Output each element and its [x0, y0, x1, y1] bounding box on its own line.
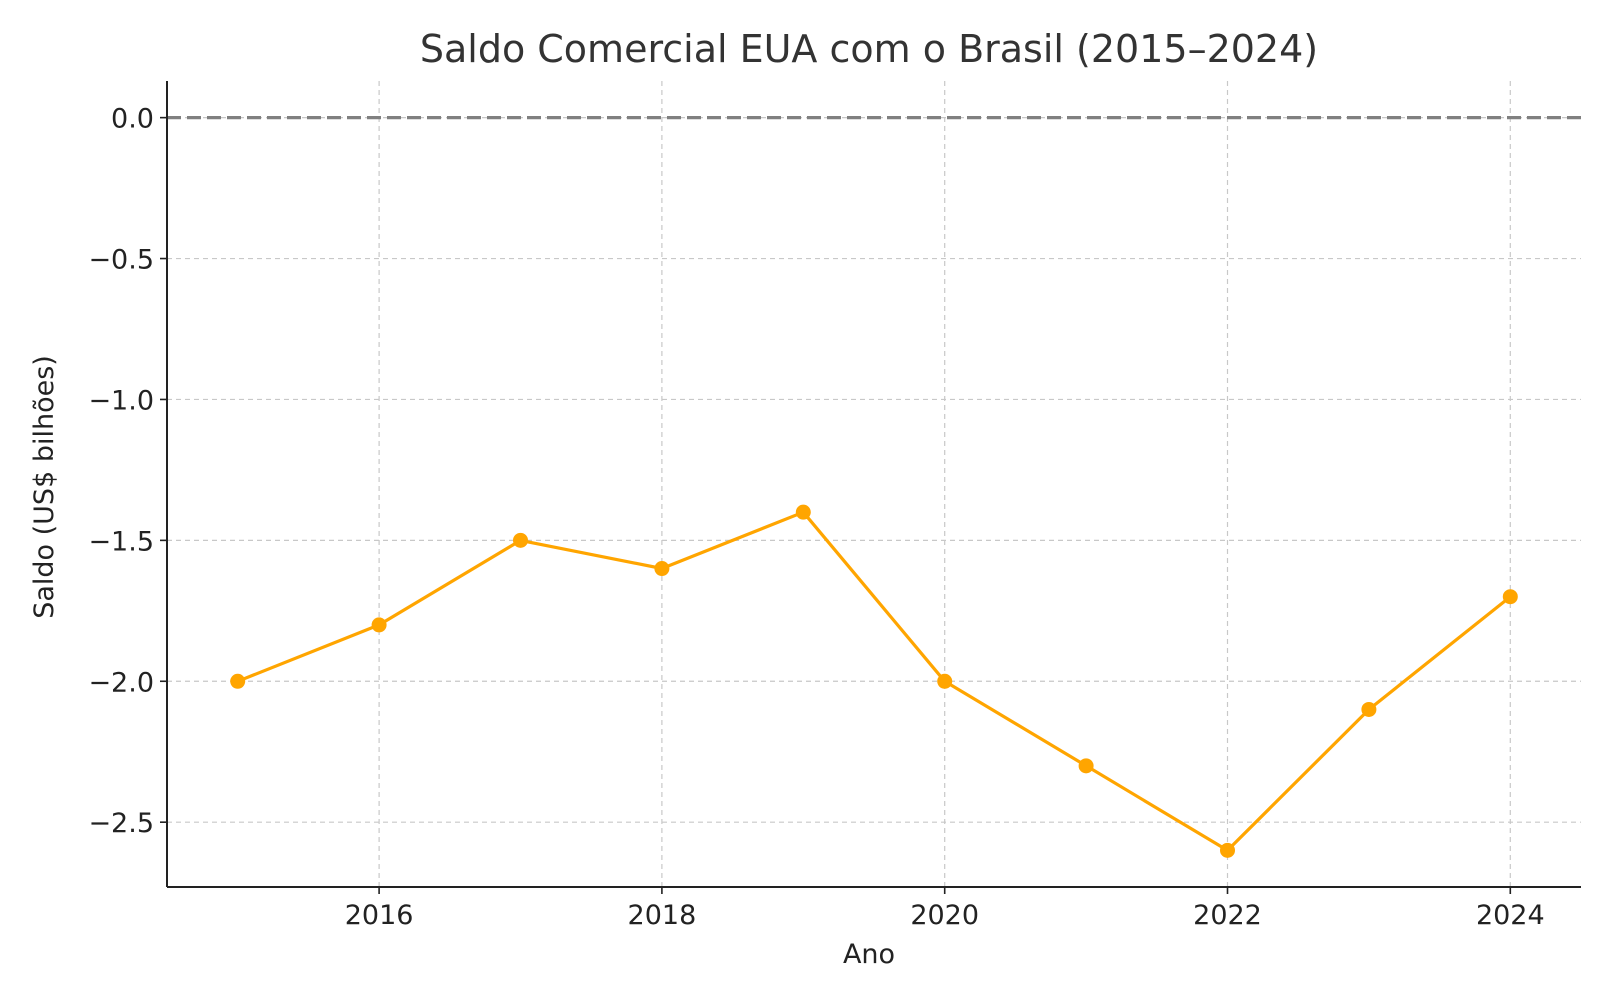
data-point	[1220, 842, 1235, 858]
y-tick-label: −0.5	[88, 245, 154, 276]
y-tick-label: −1.5	[88, 526, 154, 557]
y-axis-label: Saldo (US$ bilhões)	[29, 355, 60, 619]
chart-title: Saldo Comercial EUA com o Brasil (2015–2…	[420, 27, 1318, 71]
data-point	[1078, 758, 1094, 774]
axes	[166, 81, 1581, 888]
data-point	[654, 561, 670, 577]
x-tick-label: 2024	[1476, 900, 1545, 931]
x-tick-label: 2020	[910, 900, 979, 931]
data-point	[371, 617, 387, 633]
data-point	[230, 673, 246, 689]
ticks: 2016 2018 2020 2022 2024 0.0 −0.5 −1.0 −1.5 −2.0 −…	[88, 104, 1544, 931]
x-tick-label: 2022	[1193, 900, 1262, 931]
y-tick-label: −2.5	[88, 808, 154, 839]
series-layer	[230, 504, 1518, 858]
y-tick-label: 0.0	[111, 104, 154, 135]
data-point	[795, 504, 811, 520]
series-line	[237, 510, 1512, 853]
x-tick-label: 2016	[345, 900, 414, 931]
y-tick-label: −1.0	[88, 385, 154, 416]
x-axis-label: Ano	[843, 939, 895, 970]
data-point	[513, 532, 528, 548]
grid	[167, 81, 1581, 887]
y-tick-label: −2.0	[88, 667, 154, 698]
data-point	[1361, 701, 1377, 717]
x-tick-label: 2018	[628, 900, 697, 931]
data-point	[937, 673, 953, 689]
data-point	[1502, 589, 1518, 605]
